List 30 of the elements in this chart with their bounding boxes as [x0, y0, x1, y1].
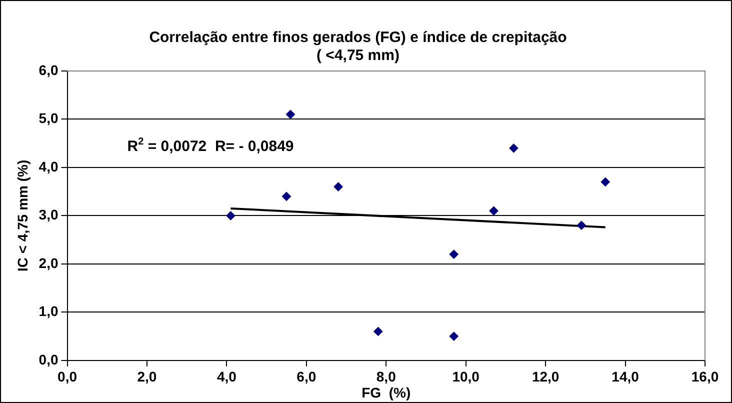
y-tick-label: 3,0 [38, 206, 58, 223]
y-tick-label: 0,0 [38, 351, 58, 368]
x-tick-label: 6,0 [296, 368, 316, 385]
y-axis-title: IC < 4,75 mm (%) [14, 160, 30, 272]
point [374, 326, 383, 336]
x-tick-label: 4,0 [216, 368, 237, 385]
x-axis-title: FG (%) [362, 384, 411, 400]
x-tick-label: 16,0 [691, 368, 719, 385]
y-tick-label: 4,0 [38, 158, 58, 174]
chart-title: Correlação entre finos gerados (FG) e índice de crepitação ( <4,75 mm) [149, 29, 567, 64]
point [449, 332, 458, 341]
point [226, 211, 236, 220]
point [449, 250, 458, 259]
point [282, 192, 291, 201]
x-tick-label: 10,0 [452, 368, 480, 385]
point [489, 206, 498, 216]
point [576, 220, 586, 230]
x-tick-label: 0,0 [58, 368, 78, 385]
point [600, 177, 610, 186]
x-tick-label: 8,0 [376, 368, 396, 385]
y-tick-label: 6,0 [38, 62, 58, 78]
point [334, 182, 343, 192]
point [509, 144, 518, 153]
x-tick-label: 12,0 [532, 368, 560, 385]
x-tick-label: 14,0 [612, 368, 640, 385]
y-tick-label: 1,0 [38, 303, 58, 320]
y-tick-label: 2,0 [38, 254, 58, 271]
y-tick-label: 5,0 [38, 110, 58, 126]
x-tick-label: 2,0 [137, 368, 157, 385]
point [286, 110, 295, 119]
